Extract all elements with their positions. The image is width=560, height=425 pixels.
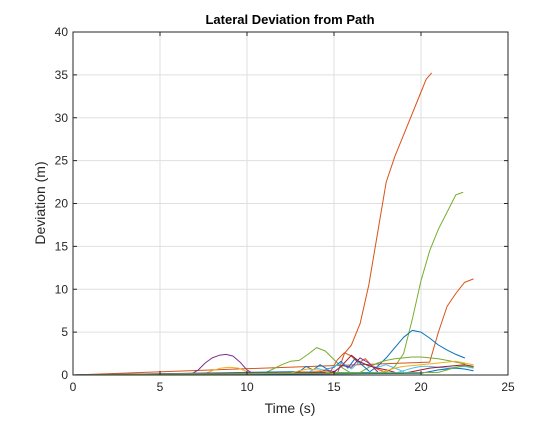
series-line-1 [72, 72, 432, 376]
series-line-17 [72, 367, 474, 376]
chart-title: Lateral Deviation from Path [205, 12, 374, 27]
series-line-2 [72, 191, 464, 376]
y-tick-label: 5 [61, 325, 68, 339]
series-line-14 [72, 360, 474, 376]
x-tick-label: 25 [501, 380, 515, 394]
y-tick-label: 25 [55, 154, 69, 168]
series-line-5 [72, 353, 255, 376]
series-line-9 [72, 352, 387, 376]
y-tick-label: 35 [55, 68, 69, 82]
series-line-11 [72, 360, 405, 376]
x-tick-label: 10 [240, 380, 254, 394]
x-tick-label: 5 [157, 380, 164, 394]
x-tick-label: 0 [70, 380, 77, 394]
grid-lines [73, 32, 508, 375]
y-tick-label: 30 [55, 111, 69, 125]
series-line-19 [72, 365, 474, 376]
series-line-4 [72, 329, 465, 376]
x-ticks: 0 5 10 15 20 25 [70, 32, 515, 394]
series-line-6 [72, 347, 352, 376]
x-tick-label: 20 [414, 380, 428, 394]
y-tick-label: 20 [55, 197, 69, 211]
y-axis-label: Deviation (m) [32, 161, 48, 244]
y-tick-label: 10 [55, 282, 69, 296]
y-ticks: 0 5 10 15 20 25 30 35 40 [55, 25, 508, 382]
x-axis-label: Time (s) [265, 400, 316, 416]
series-line-13 [72, 357, 378, 376]
y-tick-label: 0 [61, 368, 68, 382]
y-tick-label: 15 [55, 239, 69, 253]
x-tick-label: 15 [327, 380, 341, 394]
y-tick-label: 40 [55, 25, 69, 39]
series-group [72, 72, 474, 376]
series-line-3 [72, 278, 474, 376]
